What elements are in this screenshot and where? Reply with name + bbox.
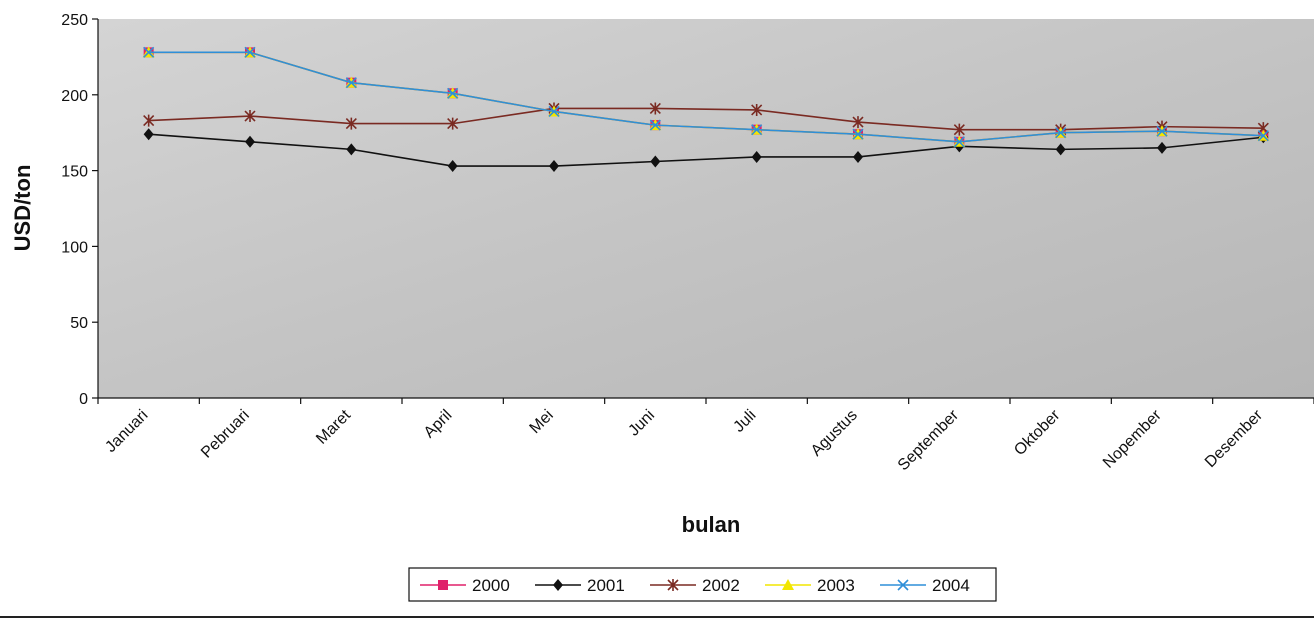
- data-point-2001: [346, 143, 357, 156]
- data-point-2001: [853, 150, 863, 163]
- data-point-2001: [447, 160, 458, 173]
- series-line-2004: [148, 51, 1264, 143]
- data-point-2002: [447, 117, 459, 130]
- x-tick-label: April: [421, 407, 456, 442]
- legend-marker: [782, 579, 794, 590]
- data-point-2002: [345, 117, 357, 130]
- plot-area: [98, 19, 1314, 398]
- legend-label: 2003: [817, 576, 855, 595]
- series-line-2002: [148, 107, 1264, 131]
- x-tick-label: September: [895, 406, 963, 474]
- legend: 2000 2001 2002 2003 2004: [408, 567, 997, 602]
- x-tick-label: Desember: [1202, 406, 1267, 471]
- legend-entry-2004: 2004: [880, 576, 970, 595]
- data-point-2004: [447, 87, 459, 99]
- data-point-2001: [650, 155, 661, 168]
- y-tick-label: 150: [61, 164, 88, 181]
- y-tick-labels: 0 50 100 150 200 250: [61, 12, 88, 408]
- legend-marker: [553, 579, 563, 591]
- y-tick-label: 200: [61, 88, 88, 105]
- data-point-2004: [143, 46, 155, 58]
- data-point-2002: [852, 116, 864, 129]
- legend-marker: [897, 579, 909, 591]
- x-tick-label: Juli: [730, 407, 759, 436]
- data-point-2001: [245, 135, 255, 148]
- y-tick-label: 100: [61, 239, 88, 256]
- data-point-2004: [1257, 130, 1269, 142]
- series-2004: [143, 46, 1269, 148]
- x-tick-label: Oktober: [1011, 406, 1064, 459]
- data-point-2002: [649, 102, 661, 115]
- y-axis-title: USD/ton: [10, 165, 35, 252]
- x-tick-label: Maret: [313, 406, 354, 447]
- data-point-2004: [1055, 127, 1067, 139]
- data-point-2001: [549, 160, 559, 173]
- data-point-2004: [649, 119, 661, 131]
- legend-marker: [667, 579, 679, 591]
- x-tick-labels: Januari Pebruari Maret April Mei Juni Juli Agus…: [102, 406, 1266, 474]
- x-tick-label: Januari: [102, 407, 151, 456]
- data-point-2002: [244, 110, 256, 123]
- x-tick-label: Nopember: [1100, 406, 1165, 471]
- data-point-2001: [1157, 141, 1167, 154]
- data-point-2002: [953, 123, 965, 136]
- axes: [92, 18, 1314, 404]
- y-tick-label: 250: [61, 12, 88, 29]
- x-tick-label: Mei: [527, 407, 557, 437]
- legend-entry-2000: 2000: [420, 576, 510, 595]
- legend-marker: [438, 580, 448, 590]
- x-tick-label: Agustus: [808, 407, 861, 460]
- x-tick-label: Juni: [625, 407, 658, 440]
- x-tick-label: Pebruari: [198, 407, 253, 462]
- x-axis-title: bulan: [682, 512, 741, 537]
- legend-entry-2001: 2001: [535, 576, 625, 595]
- data-point-2002: [143, 114, 155, 127]
- legend-entry-2003: 2003: [765, 576, 855, 595]
- data-point-2004: [953, 136, 965, 148]
- legend-label: 2001: [587, 576, 625, 595]
- data-point-2002: [751, 103, 763, 116]
- legend-entry-2002: 2002: [650, 576, 740, 595]
- legend-label: 2000: [472, 576, 510, 595]
- data-point-2004: [548, 105, 560, 118]
- data-point-2001: [751, 150, 762, 163]
- series-group: [142, 46, 1270, 173]
- data-point-2004: [1156, 125, 1168, 137]
- series-line-2001: [148, 133, 1264, 167]
- y-tick-label: 0: [79, 391, 88, 408]
- data-point-2004: [852, 128, 864, 140]
- data-point-2001: [1055, 143, 1066, 156]
- data-point-2004: [244, 46, 256, 58]
- data-point-2004: [751, 124, 763, 136]
- legend-label: 2002: [702, 576, 740, 595]
- y-tick-label: 50: [70, 315, 88, 332]
- data-point-2001: [143, 128, 154, 141]
- data-point-2004: [345, 77, 357, 89]
- legend-label: 2004: [932, 576, 970, 595]
